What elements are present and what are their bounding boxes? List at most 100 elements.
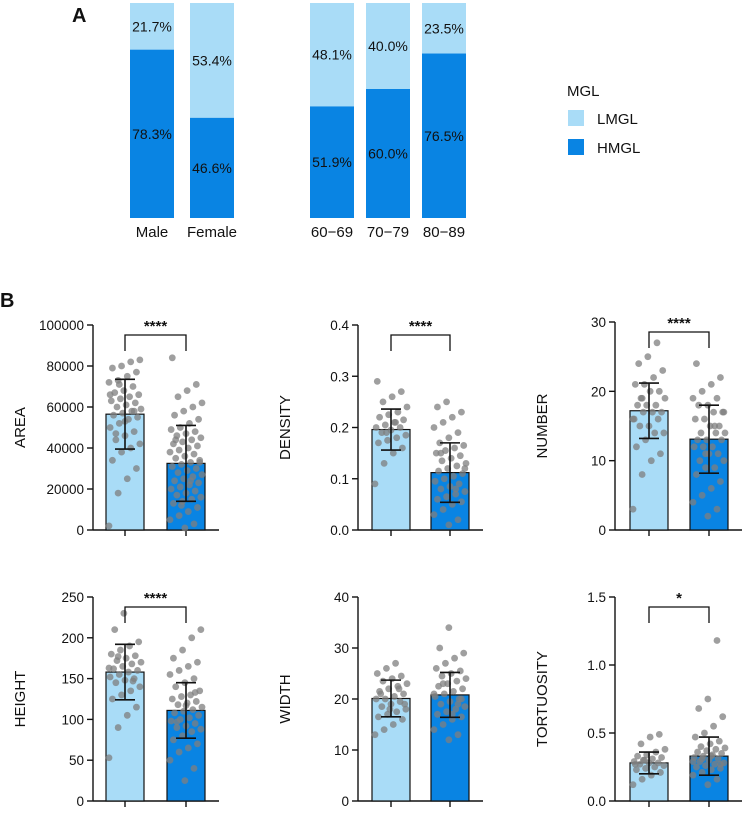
bar-segment-hmgl <box>366 89 410 218</box>
data-point <box>638 775 646 783</box>
data-point <box>704 781 712 789</box>
data-point <box>176 483 184 491</box>
data-point <box>195 479 202 487</box>
data-point <box>698 769 706 776</box>
y-tick-label: 0.1 <box>330 472 349 487</box>
data-point <box>194 442 201 450</box>
data-point <box>134 413 141 421</box>
data-point <box>402 705 410 713</box>
data-point <box>386 705 394 713</box>
data-point <box>462 675 470 682</box>
data-point <box>117 395 124 403</box>
significance-bracket <box>390 334 451 351</box>
data-point <box>184 508 192 515</box>
data-point <box>112 430 120 438</box>
data-point <box>714 450 722 458</box>
data-point <box>717 478 724 485</box>
data-point <box>710 722 717 730</box>
data-point <box>379 677 387 685</box>
data-point <box>171 477 178 485</box>
bar-value-label: 48.1% <box>312 47 352 63</box>
data-point <box>435 467 442 475</box>
significance-bracket <box>648 606 710 623</box>
data-point <box>131 652 139 660</box>
data-point <box>109 364 116 372</box>
data-point <box>701 415 708 423</box>
data-point <box>660 429 668 437</box>
data-point <box>430 726 438 733</box>
bar-value-label: 53.4% <box>192 52 232 68</box>
data-point <box>122 654 130 662</box>
significance-bracket <box>124 334 187 351</box>
data-point <box>439 418 447 426</box>
data-point <box>720 408 728 416</box>
data-point <box>647 457 655 465</box>
significance-bracket <box>124 606 187 623</box>
data-point <box>191 720 199 727</box>
data-point <box>134 667 141 674</box>
y-tick-label: 0.4 <box>330 318 349 333</box>
data-point <box>197 626 205 634</box>
data-point <box>641 381 648 388</box>
data-point <box>188 436 196 444</box>
data-point <box>660 762 668 770</box>
data-point <box>109 695 116 703</box>
data-point <box>646 387 654 395</box>
data-point <box>458 498 465 506</box>
data-point <box>175 667 183 674</box>
bar-value-label: 76.5% <box>424 128 464 144</box>
data-point <box>646 733 654 741</box>
data-point <box>184 744 192 752</box>
data-point <box>434 710 441 718</box>
data-point <box>445 434 453 442</box>
data-point <box>125 668 132 676</box>
data-point <box>198 703 206 711</box>
data-point <box>711 760 719 768</box>
data-point <box>191 428 199 435</box>
data-point <box>111 626 119 634</box>
data-point <box>190 520 198 528</box>
data-point <box>195 711 202 719</box>
data-point <box>440 475 448 483</box>
data-point <box>709 443 716 451</box>
bar-value-label: 21.7% <box>132 18 172 34</box>
data-point <box>400 690 407 698</box>
data-point <box>654 415 662 423</box>
data-point <box>629 505 637 513</box>
data-point <box>394 408 402 416</box>
data-point <box>459 470 466 478</box>
bar-segment-lmgl <box>366 3 410 89</box>
data-point <box>393 434 401 442</box>
data-point <box>373 377 381 385</box>
data-point <box>181 452 189 460</box>
data-point <box>187 458 194 466</box>
data-point <box>179 438 186 446</box>
data-point <box>644 353 652 361</box>
legend-label-lmgl: LMGL <box>597 111 638 128</box>
data-point <box>105 379 113 386</box>
data-point <box>706 740 714 748</box>
y-axis-label: DENSITY <box>277 395 294 460</box>
data-point <box>707 381 715 388</box>
data-point <box>714 755 722 763</box>
data-point <box>172 454 180 462</box>
data-point <box>393 708 401 716</box>
data-point <box>689 394 697 402</box>
data-point <box>197 493 205 501</box>
data-point <box>698 491 706 499</box>
data-point <box>659 367 667 374</box>
data-point <box>400 416 407 424</box>
data-point <box>395 685 403 693</box>
data-point <box>391 693 398 700</box>
data-point <box>713 775 721 783</box>
data-point <box>689 498 697 506</box>
data-point <box>380 459 388 467</box>
data-point <box>452 490 460 498</box>
bar-segment-hmgl <box>422 53 466 219</box>
data-point <box>437 700 445 708</box>
data-point <box>642 764 649 772</box>
data-point <box>642 436 649 444</box>
data-point <box>166 756 174 764</box>
data-point <box>720 457 728 465</box>
chart-area: 0 20000 40000 60000 80000 100000 AREA **** <box>12 318 219 538</box>
